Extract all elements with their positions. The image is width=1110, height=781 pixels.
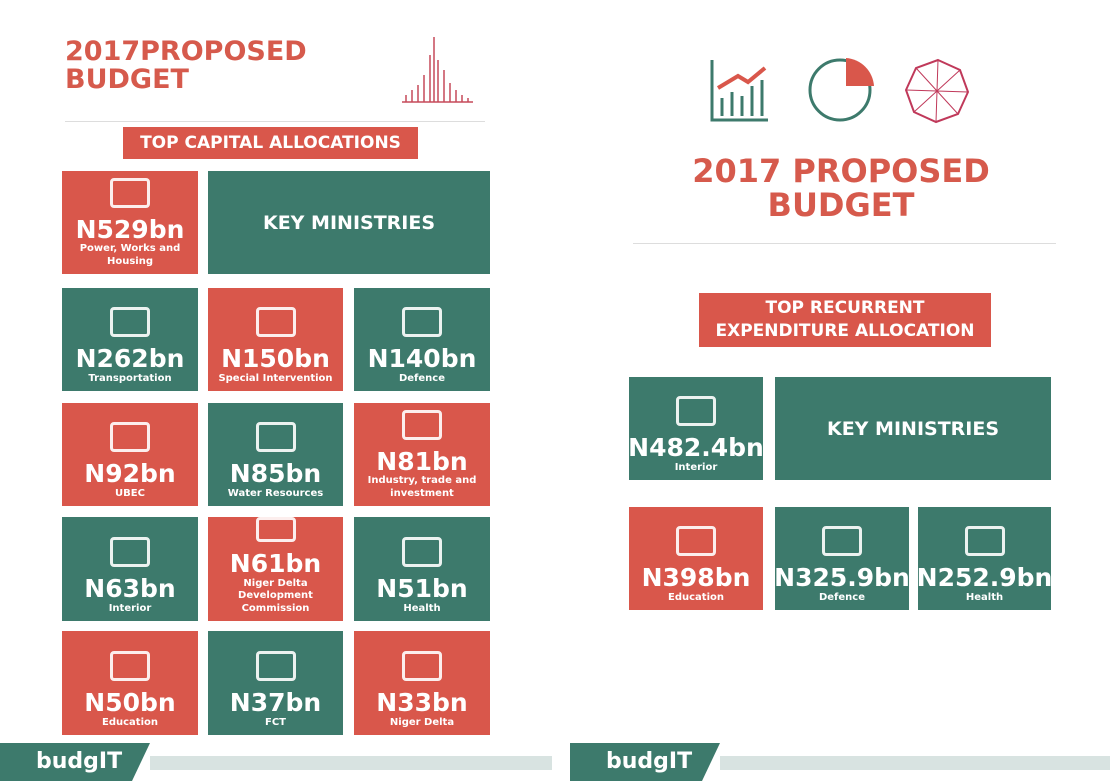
decor-histogram xyxy=(402,37,473,103)
title-line: 2017 PROPOSED xyxy=(692,152,990,190)
amount: N325.9bn xyxy=(774,563,910,592)
footer-bar xyxy=(150,756,552,770)
key-ministries: KEY MINISTRIES xyxy=(775,377,1051,480)
allocation-tile: N262bn Transportation xyxy=(62,288,198,391)
title-line: BUDGET xyxy=(65,64,189,96)
allocation-tile: N325.9bn Defence xyxy=(774,507,910,610)
tile-icon xyxy=(402,307,442,337)
amount: N63bn xyxy=(84,574,176,603)
label: Education xyxy=(102,716,158,728)
logo: budgIT xyxy=(0,743,150,781)
tile-icon xyxy=(110,651,150,681)
allocation-tile: N33bn Niger Delta xyxy=(354,631,490,735)
tile-icon xyxy=(110,537,150,567)
amount: N140bn xyxy=(367,344,477,373)
amount: N85bn xyxy=(229,459,322,488)
amount: N482.4bn xyxy=(628,433,764,462)
tile-icon xyxy=(110,307,150,337)
banner-line: TOP CAPITAL ALLOCATIONS xyxy=(140,132,401,153)
tile-icon xyxy=(255,307,296,337)
tile-icon xyxy=(964,526,1005,556)
allocation-tile: N61bn Niger Delta Development Commission xyxy=(208,517,343,621)
tile-icon xyxy=(110,177,150,208)
label: Health xyxy=(965,591,1004,603)
allocation-tile: N85bn Water Resources xyxy=(208,403,343,506)
decor-icons xyxy=(710,58,970,124)
left-panel: 2017PROPOSED BUDGET TOP CAPITAL ALLOCATIO… xyxy=(0,36,552,781)
divider xyxy=(633,243,1056,244)
title-line: 2017PROPOSED xyxy=(65,36,307,67)
label: FCT xyxy=(265,716,286,728)
tile-icon xyxy=(402,409,442,440)
amount: N529bn xyxy=(75,214,185,244)
allocation-tile: N398bn Education xyxy=(629,507,763,610)
banner-line: EXPENDITURE ALLOCATION xyxy=(715,321,975,341)
tile-icon xyxy=(402,537,442,567)
label: UBEC xyxy=(115,487,145,499)
label: Niger Delta Development Commission xyxy=(238,577,313,614)
label: Water Resources xyxy=(227,487,324,499)
banner-line: TOP RECURRENT xyxy=(765,298,925,319)
tile-icon xyxy=(110,422,150,452)
banner: TOP CAPITAL ALLOCATIONS xyxy=(123,127,418,159)
label: Education xyxy=(668,591,724,603)
tile-icon xyxy=(676,526,716,556)
title: 2017 PROPOSED BUDGET xyxy=(570,152,1110,224)
allocation-tile: N37bn FCT xyxy=(208,631,343,735)
title: 2017PROPOSED BUDGET xyxy=(65,36,307,96)
label: Niger Delta xyxy=(389,716,455,728)
label: Transportation xyxy=(88,372,172,384)
right-panel: 2017 PROPOSED BUDGET TOP RECURRENT EXPENDI… xyxy=(570,0,1110,781)
amount: N398bn xyxy=(641,563,751,592)
label: Special Intervention xyxy=(218,372,333,384)
allocation-tile: N482.4bn Interior xyxy=(628,377,764,480)
amount: N37bn xyxy=(229,688,322,717)
title-line: BUDGET xyxy=(767,185,915,224)
tile-icon xyxy=(676,396,716,426)
amount: N50bn xyxy=(84,688,176,717)
tile-icon xyxy=(255,517,296,542)
label: Power, Works and Housing xyxy=(79,243,181,267)
allocation-tile: N150bn Special Intervention xyxy=(208,288,343,391)
label: Health xyxy=(403,602,441,614)
amount: N51bn xyxy=(376,574,468,603)
amount: N262bn xyxy=(75,344,185,373)
tile-icon xyxy=(255,422,296,452)
allocation-tile: N92bn UBEC xyxy=(62,403,198,506)
label: Interior xyxy=(108,602,152,614)
amount: N61bn xyxy=(229,549,322,578)
banner: TOP RECURRENT EXPENDITURE ALLOCATION xyxy=(699,293,991,347)
label: Interior xyxy=(674,461,718,473)
tile-icon xyxy=(402,651,442,681)
label: Industry, trade and investment xyxy=(367,475,477,499)
amount: N252.9bn xyxy=(916,563,1053,592)
allocation-tile: N140bn Defence xyxy=(354,288,490,391)
allocation-tile: N252.9bn Health xyxy=(916,507,1053,610)
label: Defence xyxy=(818,591,866,603)
tile-icon xyxy=(822,526,862,556)
tile-icon xyxy=(255,651,296,681)
allocation-tile: N50bn Education xyxy=(62,631,198,735)
key-ministries: KEY MINISTRIES xyxy=(208,171,490,274)
allocation-tile: N63bn Interior xyxy=(62,517,198,621)
allocation-tile: N81bn Industry, trade and investment xyxy=(354,403,490,506)
divider xyxy=(65,121,485,122)
allocation-tile: N51bn Health xyxy=(354,517,490,621)
footer-bar xyxy=(720,756,1110,770)
amount: N150bn xyxy=(221,344,330,373)
amount: N81bn xyxy=(376,446,468,476)
allocation-tile: N529bn Power, Works and Housing xyxy=(62,171,198,274)
logo: budgIT xyxy=(570,743,720,781)
label: Defence xyxy=(398,372,446,384)
amount: N92bn xyxy=(84,459,176,488)
amount: N33bn xyxy=(376,688,468,717)
